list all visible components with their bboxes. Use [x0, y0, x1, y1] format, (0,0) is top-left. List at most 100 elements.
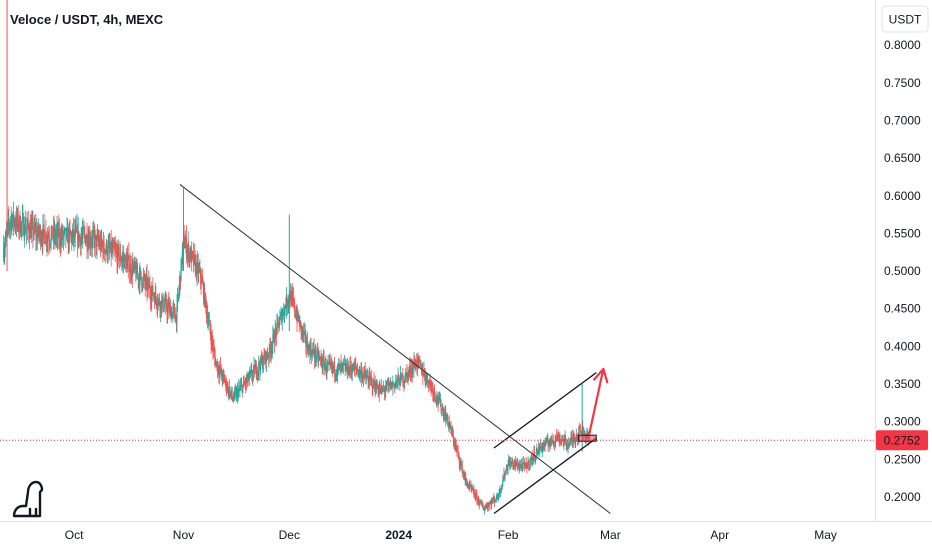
candle-body	[63, 230, 65, 236]
candle-body	[528, 466, 530, 468]
candle-body	[188, 253, 190, 260]
candle-body	[464, 476, 466, 481]
time-axis[interactable]: Oct Nov Dec 2024 Feb Mar Apr May	[65, 528, 837, 542]
candle-body	[125, 256, 127, 259]
candle-body	[428, 382, 430, 388]
candle-body	[359, 372, 361, 375]
candle-body	[52, 237, 54, 239]
candle-body	[515, 461, 517, 466]
channel-lower-line[interactable]	[493, 437, 597, 514]
candle-body	[182, 241, 184, 253]
candle-body	[40, 229, 42, 243]
candle-body	[414, 361, 416, 365]
tradingview-dino-icon[interactable]	[12, 480, 44, 518]
candle-body	[548, 444, 550, 447]
candle-body	[469, 484, 471, 486]
candle-body	[384, 390, 386, 392]
candle-body	[302, 329, 304, 333]
candle-body	[238, 387, 240, 392]
candle-body	[300, 322, 302, 331]
candle-body	[394, 383, 396, 388]
candle-body	[478, 498, 480, 504]
candle-body	[19, 216, 21, 232]
candle-body	[268, 356, 270, 358]
candle-body	[470, 484, 472, 488]
candle-body	[34, 228, 36, 230]
candle-body	[307, 341, 309, 351]
candle-body	[95, 235, 97, 247]
candle-body	[3, 248, 5, 258]
candle-body	[344, 363, 346, 365]
price-range-box[interactable]	[578, 434, 597, 442]
candle-body	[358, 368, 360, 374]
candle-body	[516, 463, 518, 465]
candle-body	[501, 485, 503, 490]
candle-body	[491, 500, 493, 506]
candle-body	[568, 442, 570, 447]
channel-upper-line[interactable]	[493, 372, 597, 449]
candle-body	[284, 306, 286, 316]
candle-body	[104, 251, 106, 255]
candle-body	[183, 234, 185, 247]
candle-body	[444, 414, 446, 420]
candle-body	[70, 234, 72, 236]
candle-body	[170, 312, 172, 318]
candle-body	[339, 363, 341, 370]
candle-body	[281, 316, 283, 323]
candle-body	[463, 473, 465, 477]
candle-body	[24, 223, 26, 232]
candle-body	[266, 352, 268, 356]
candle-body	[272, 332, 274, 335]
candle-body	[236, 390, 238, 393]
candle-body	[51, 225, 53, 238]
candle-body	[184, 246, 186, 248]
price-axis[interactable]: 0.8000 0.7500 0.7000 0.6500 0.6000 0.5500 0.50…	[884, 38, 921, 504]
candle-body	[163, 306, 165, 311]
candle-body	[94, 236, 96, 247]
candle-body	[294, 311, 296, 315]
candle-body	[226, 388, 228, 390]
candle-body	[581, 433, 583, 435]
candle-body	[544, 441, 546, 447]
currency-button[interactable]: USDT	[881, 5, 929, 33]
price-tick-label: 0.3000	[884, 415, 921, 429]
projection-arrow[interactable]	[588, 368, 605, 435]
candle-body	[411, 368, 413, 375]
candle-body	[558, 435, 560, 442]
candle-body	[350, 368, 352, 371]
candle-body	[17, 213, 19, 221]
candle-body	[465, 480, 467, 481]
candle-body	[97, 235, 99, 238]
candle-body	[337, 365, 339, 374]
candle-body	[532, 457, 534, 462]
candle-body	[235, 391, 237, 398]
candle-body	[497, 496, 499, 498]
candle-body	[486, 507, 488, 509]
candle-body	[64, 229, 66, 231]
candle-body	[221, 369, 223, 376]
time-tick-label: Oct	[65, 528, 84, 542]
candle-body	[255, 364, 257, 375]
candle-body	[379, 387, 381, 391]
candle-body	[239, 388, 241, 390]
candle-body	[521, 464, 523, 466]
candle-body	[324, 366, 326, 369]
downtrend-line[interactable]	[179, 184, 611, 514]
candle-body	[79, 236, 81, 238]
candle-body	[389, 382, 391, 389]
candle-body	[47, 237, 49, 241]
candle-body	[532, 457, 534, 459]
candle-body	[334, 362, 336, 374]
candle-body	[168, 306, 170, 312]
candle-body	[368, 375, 370, 386]
candle-body	[285, 296, 287, 310]
candle-body	[58, 232, 60, 239]
candle-body	[364, 371, 366, 376]
candle-body	[304, 331, 306, 334]
candle-body	[59, 232, 61, 242]
candle-body	[195, 263, 197, 276]
candle-body	[228, 387, 230, 393]
candle-body	[13, 220, 15, 222]
